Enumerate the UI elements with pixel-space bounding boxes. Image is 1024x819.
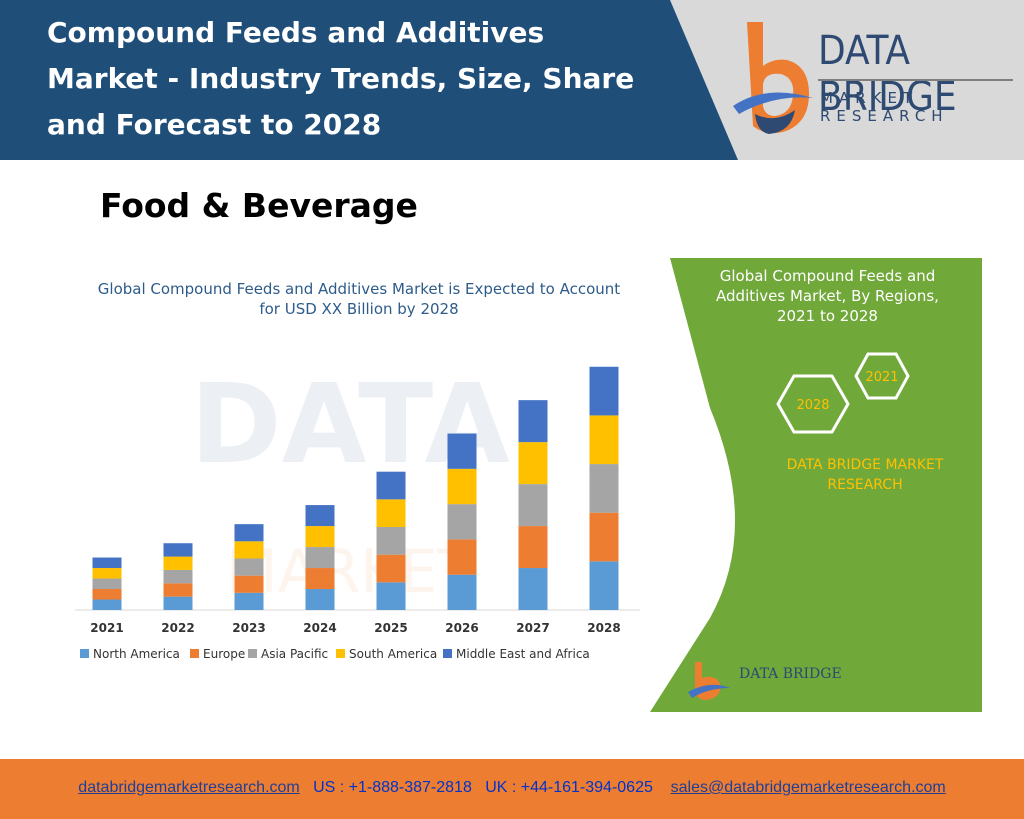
legend-swatch — [190, 649, 199, 658]
bar-2025-europe — [376, 554, 406, 583]
bar-2025-asia-pacific — [376, 527, 406, 555]
bar-2026-south-america — [447, 468, 477, 505]
chart-title: Global Compound Feeds and Additives Mark… — [97, 280, 621, 318]
side-panel: 2021 2028 — [650, 258, 982, 712]
svg-text:MARKET: MARKET — [226, 537, 475, 607]
logo-tagline: MARKET RESEARCH — [820, 89, 949, 125]
bar-2024-europe — [305, 568, 335, 590]
bar-2026-asia-pacific — [447, 504, 477, 540]
x-tick-label: 2028 — [587, 621, 620, 635]
mini-logo-text: DATA BRIDGE — [739, 666, 842, 682]
bar-2024-asia-pacific — [305, 547, 335, 569]
bar-2022-asia-pacific — [163, 569, 193, 584]
x-tick-label: 2023 — [232, 621, 265, 635]
legend-swatch — [443, 649, 452, 658]
bar-2024-south-america — [305, 526, 335, 548]
bar-2028-south-america — [589, 415, 619, 465]
hexagon-2028 — [776, 374, 850, 434]
bar-2023-middle-east-and-africa — [234, 524, 264, 542]
legend-label: South America — [349, 647, 437, 661]
x-tick-group: 2021 2022 2023 2024 2025 2026 2027 2028 — [90, 621, 620, 635]
website-link[interactable]: databridgemarketresearch.com — [78, 779, 300, 796]
legend-label: Asia Pacific — [261, 647, 328, 661]
bar-2021-north-america — [92, 599, 122, 610]
legend-swatch — [336, 649, 345, 658]
legend-swatch — [248, 649, 257, 658]
bar-2024-north-america — [305, 589, 335, 610]
uk-phone[interactable]: UK : +44-161-394-0625 — [485, 779, 653, 796]
legend-label: Middle East and Africa — [456, 647, 590, 661]
data-bridge-logo-icon — [733, 22, 813, 134]
footer-bar — [0, 759, 1024, 819]
bar-2021-europe — [92, 589, 122, 600]
us-phone[interactable]: US : +1-888-387-2818 — [313, 779, 472, 796]
bar-2025-south-america — [376, 499, 406, 528]
category-heading: Food & Beverage — [100, 186, 418, 225]
stacked-bar-chart: DATA MARKET 2021 2022 2023 2024 2025 2026 2027… — [75, 360, 640, 661]
page-title: Compound Feeds and Additives Market - In… — [47, 16, 635, 141]
bar-2023-north-america — [234, 592, 264, 610]
x-tick-label: 2027 — [516, 621, 549, 635]
x-tick-label: 2021 — [90, 621, 123, 635]
mini-logo-icon — [688, 662, 730, 700]
bar-2025-middle-east-and-africa — [376, 471, 406, 500]
bar-2028-north-america — [589, 561, 619, 610]
side-panel-brand: DATA BRIDGE MARKET RESEARCH — [786, 457, 944, 493]
bar-2023-south-america — [234, 541, 264, 559]
bar-2027-middle-east-and-africa — [518, 400, 548, 443]
bar-2025-north-america — [376, 582, 406, 610]
bar-2027-asia-pacific — [518, 484, 548, 527]
bar-2022-south-america — [163, 556, 193, 570]
bar-2027-europe — [518, 526, 548, 569]
hex-label-2021: 2021 — [865, 370, 898, 385]
bar-2027-north-america — [518, 568, 548, 610]
bar-2021-south-america — [92, 568, 122, 579]
x-tick-label: 2026 — [445, 621, 478, 635]
bar-2026-middle-east-and-africa — [447, 433, 477, 469]
bar-2028-middle-east-and-africa — [589, 366, 619, 416]
logo-divider — [818, 79, 1013, 81]
hex-label-2028: 2028 — [796, 398, 829, 413]
bar-2021-middle-east-and-africa — [92, 557, 122, 569]
bar-2024-middle-east-and-africa — [305, 505, 335, 527]
bar-2027-south-america — [518, 442, 548, 485]
x-tick-label: 2025 — [374, 621, 407, 635]
footer-contacts: databridgemarketresearch.com US : +1-888… — [0, 779, 1024, 797]
logo-wordmark: DATA BRIDGE — [818, 28, 957, 120]
bar-2021-asia-pacific — [92, 578, 122, 590]
legend-swatch — [80, 649, 89, 658]
legend-label: North America — [93, 647, 180, 661]
x-tick-label: 2022 — [161, 621, 194, 635]
email-link[interactable]: sales@databridgemarketresearch.com — [670, 779, 946, 796]
bar-2022-europe — [163, 583, 193, 597]
bar-2022-middle-east-and-africa — [163, 543, 193, 557]
bar-2023-asia-pacific — [234, 558, 264, 576]
x-tick-label: 2024 — [303, 621, 336, 635]
side-panel-title: Global Compound Feeds and Additives Mark… — [716, 267, 939, 325]
bar-2028-asia-pacific — [589, 464, 619, 513]
bar-2028-europe — [589, 512, 619, 562]
bar-2026-north-america — [447, 574, 477, 610]
legend-label: Europe — [203, 647, 245, 661]
bar-2026-europe — [447, 539, 477, 575]
bar-2022-north-america — [163, 596, 193, 610]
bar-2023-europe — [234, 575, 264, 593]
side-panel-shape — [650, 258, 982, 712]
bar-group — [92, 366, 619, 610]
chart-legend: North America Europe Asia Pacific South Ame… — [80, 647, 590, 661]
hexagon-2021 — [854, 352, 910, 400]
